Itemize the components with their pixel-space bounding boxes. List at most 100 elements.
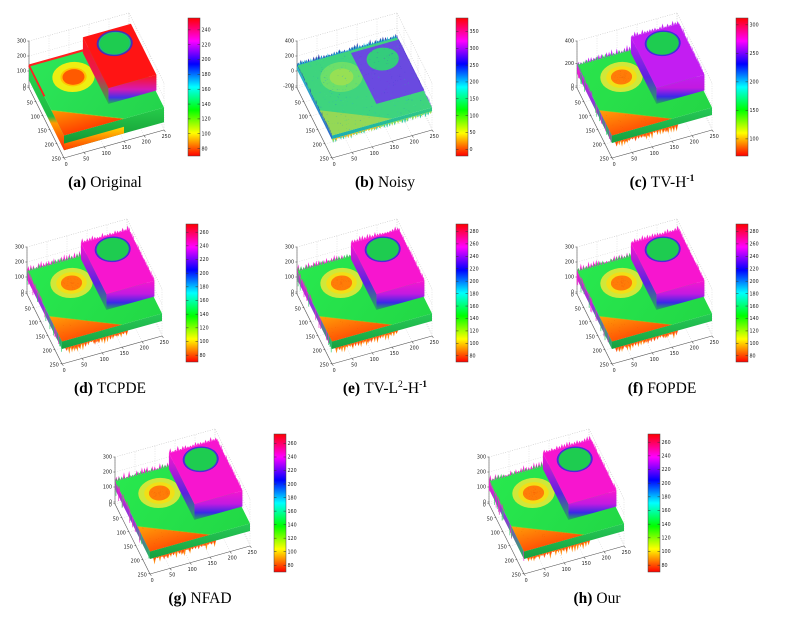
svg-text:50: 50 — [83, 156, 89, 162]
caption-method: TV-H-1 — [650, 172, 695, 191]
svg-text:220: 220 — [288, 468, 297, 474]
svg-text:0: 0 — [291, 290, 294, 296]
caption-label: (a) — [68, 174, 87, 191]
svg-text:100: 100 — [562, 567, 571, 573]
svg-text:140: 140 — [750, 316, 759, 322]
svg-text:80: 80 — [470, 353, 476, 359]
svg-text:100: 100 — [579, 115, 588, 121]
svg-text:150: 150 — [36, 335, 45, 341]
svg-text:50: 50 — [169, 572, 175, 578]
caption-label: (b) — [355, 174, 374, 191]
svg-text:50: 50 — [575, 101, 581, 107]
svg-text:160: 160 — [470, 304, 479, 310]
subplot-c-tv-h: 0 200 400 0 50 100 150 200 250 0 50 100 150 200 250 100… — [550, 6, 785, 206]
caption-method: NFAD — [190, 590, 232, 607]
svg-text:200: 200 — [565, 61, 574, 67]
svg-text:150: 150 — [470, 96, 479, 102]
svg-text:200: 200 — [285, 260, 294, 266]
svg-text:200: 200 — [200, 271, 209, 277]
caption-method: FOPDE — [647, 380, 697, 397]
subplot-d-tcpde: 0 100 200 300 0 50 100 150 200 250 0 50 100 150 200 250… — [0, 212, 235, 412]
svg-text:250: 250 — [50, 363, 59, 369]
svg-text:0: 0 — [483, 500, 486, 506]
svg-text:200: 200 — [565, 260, 574, 266]
svg-text:200: 200 — [140, 346, 149, 352]
svg-text:0: 0 — [109, 500, 112, 506]
svg-text:200: 200 — [470, 80, 479, 86]
svg-text:100: 100 — [370, 151, 379, 157]
subplot-b-noisy: -200 0 200 400 0 50 100 150 200 250 0 50 100 150 200 25… — [270, 6, 505, 206]
svg-text:0: 0 — [291, 69, 294, 75]
svg-text:250: 250 — [320, 363, 329, 369]
svg-text:160: 160 — [202, 87, 211, 93]
svg-text:250: 250 — [320, 157, 329, 163]
svg-text:0: 0 — [23, 87, 26, 93]
svg-text:140: 140 — [470, 316, 479, 322]
subplot-caption-f: (f) FOPDE — [562, 380, 762, 398]
svg-text:0: 0 — [571, 293, 574, 299]
svg-text:100: 100 — [750, 341, 759, 347]
subplot-caption-c: (c) TV-H-1 — [562, 174, 762, 192]
svg-text:200: 200 — [410, 140, 419, 146]
svg-text:100: 100 — [102, 151, 111, 157]
svg-text:0: 0 — [571, 84, 574, 90]
svg-text:200: 200 — [593, 143, 602, 149]
svg-text:50: 50 — [113, 517, 119, 523]
caption-method: Our — [596, 590, 621, 607]
svg-text:150: 150 — [670, 145, 679, 151]
svg-text:300: 300 — [565, 245, 574, 251]
svg-text:100: 100 — [565, 275, 574, 281]
svg-text:200: 200 — [410, 346, 419, 352]
svg-text:200: 200 — [285, 54, 294, 60]
svg-text:220: 220 — [750, 266, 759, 272]
svg-text:100: 100 — [370, 357, 379, 363]
surface-plot-d: 0 100 200 300 0 50 100 150 200 250 0 50 100 150 200 250… — [0, 212, 235, 377]
svg-text:120: 120 — [750, 329, 759, 335]
svg-text:150: 150 — [38, 129, 47, 135]
svg-text:100: 100 — [188, 567, 197, 573]
svg-text:80: 80 — [202, 146, 208, 152]
svg-text:50: 50 — [487, 517, 493, 523]
svg-text:0: 0 — [65, 162, 68, 168]
subplot-caption-g: (g) NFAD — [100, 590, 300, 608]
svg-text:50: 50 — [351, 362, 357, 368]
svg-text:120: 120 — [200, 326, 209, 332]
svg-text:50: 50 — [295, 101, 301, 107]
svg-text:200: 200 — [690, 140, 699, 146]
svg-text:200: 200 — [142, 140, 151, 146]
svg-text:50: 50 — [25, 307, 31, 313]
svg-text:200: 200 — [202, 57, 211, 63]
surface-plot-b: -200 0 200 400 0 50 100 150 200 250 0 50 100 150 200 25… — [270, 6, 505, 171]
svg-text:0: 0 — [470, 147, 473, 153]
surface-plot-e: 0 100 200 300 0 50 100 150 200 250 0 50 100 150 200 250… — [270, 212, 505, 377]
svg-text:0: 0 — [151, 578, 154, 584]
svg-text:180: 180 — [470, 291, 479, 297]
svg-text:150: 150 — [122, 145, 131, 151]
svg-text:140: 140 — [662, 522, 671, 528]
surface-plot-c: 0 200 400 0 50 100 150 200 250 0 50 100 150 200 250 100… — [550, 6, 785, 171]
svg-text:300: 300 — [750, 23, 759, 29]
svg-text:250: 250 — [600, 157, 609, 163]
svg-text:250: 250 — [52, 157, 61, 163]
svg-text:300: 300 — [17, 39, 26, 45]
svg-text:100: 100 — [285, 275, 294, 281]
svg-text:200: 200 — [131, 559, 140, 565]
svg-text:220: 220 — [662, 467, 671, 473]
svg-text:140: 140 — [200, 312, 209, 318]
svg-text:200: 200 — [15, 260, 24, 266]
svg-text:100: 100 — [31, 115, 40, 121]
svg-text:180: 180 — [750, 291, 759, 297]
svg-text:50: 50 — [81, 362, 87, 368]
svg-text:0: 0 — [291, 87, 294, 93]
svg-text:0: 0 — [333, 368, 336, 374]
subplot-f-fopde: 0 100 200 300 0 50 100 150 200 250 0 50 100 150 200 250… — [550, 212, 785, 412]
svg-text:80: 80 — [288, 563, 294, 569]
svg-text:100: 100 — [650, 357, 659, 363]
svg-text:0: 0 — [613, 368, 616, 374]
subplot-caption-a: (a) Original — [5, 174, 205, 192]
svg-text:0: 0 — [63, 368, 66, 374]
svg-text:120: 120 — [202, 117, 211, 123]
svg-text:50: 50 — [543, 572, 549, 578]
svg-text:200: 200 — [593, 349, 602, 355]
